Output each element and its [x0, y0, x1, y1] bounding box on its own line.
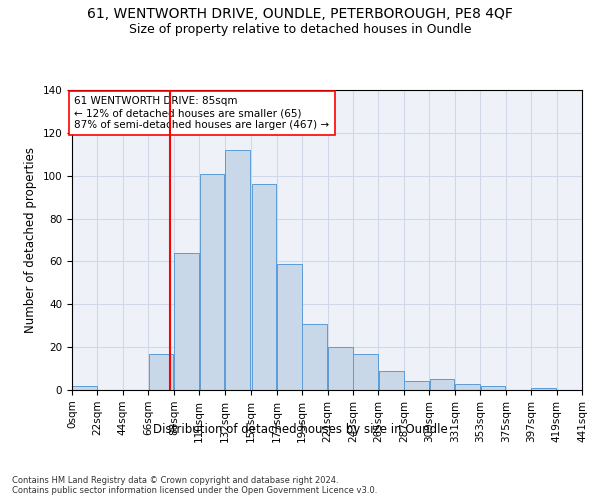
- Text: 61, WENTWORTH DRIVE, OUNDLE, PETERBOROUGH, PE8 4QF: 61, WENTWORTH DRIVE, OUNDLE, PETERBOROUG…: [87, 8, 513, 22]
- Bar: [251, 184, 277, 390]
- Bar: [455, 384, 480, 390]
- Bar: [174, 253, 199, 390]
- Bar: [582, 386, 600, 390]
- Bar: [404, 382, 429, 390]
- Bar: [225, 150, 250, 390]
- Bar: [149, 354, 173, 390]
- Bar: [532, 388, 556, 390]
- Bar: [379, 370, 404, 390]
- Text: Contains HM Land Registry data © Crown copyright and database right 2024.
Contai: Contains HM Land Registry data © Crown c…: [12, 476, 377, 495]
- Bar: [481, 386, 505, 390]
- Bar: [430, 380, 455, 390]
- Bar: [328, 347, 353, 390]
- Text: Size of property relative to detached houses in Oundle: Size of property relative to detached ho…: [129, 22, 471, 36]
- Bar: [72, 386, 97, 390]
- Bar: [353, 354, 378, 390]
- Bar: [199, 174, 224, 390]
- Text: 61 WENTWORTH DRIVE: 85sqm
← 12% of detached houses are smaller (65)
87% of semi-: 61 WENTWORTH DRIVE: 85sqm ← 12% of detac…: [74, 96, 329, 130]
- Bar: [277, 264, 302, 390]
- Y-axis label: Number of detached properties: Number of detached properties: [24, 147, 37, 333]
- Text: Distribution of detached houses by size in Oundle: Distribution of detached houses by size …: [152, 422, 448, 436]
- Bar: [302, 324, 327, 390]
